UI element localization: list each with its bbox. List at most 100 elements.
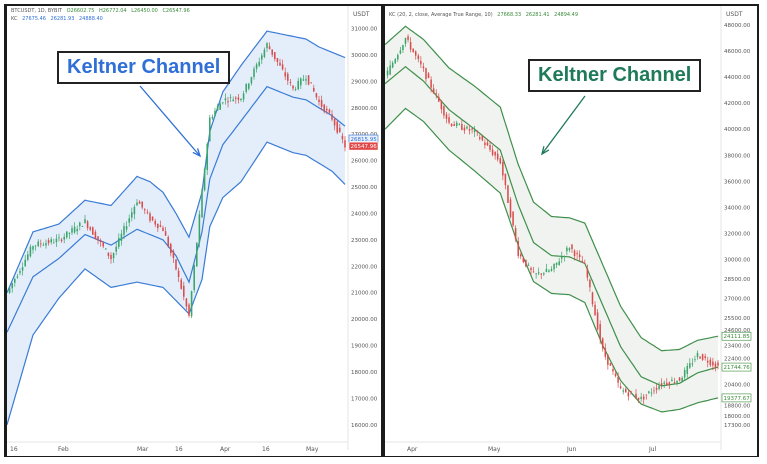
candle-body xyxy=(696,352,699,358)
y-tick-label: 27000.00 xyxy=(724,297,751,303)
y-tick-label: 16000.00 xyxy=(351,423,378,429)
candle-body xyxy=(576,253,578,255)
candle-body xyxy=(425,68,427,79)
candle-body xyxy=(245,83,247,92)
candle-body xyxy=(190,291,193,317)
candle-body xyxy=(578,254,581,258)
price-tag-label: 26547.96 xyxy=(351,144,378,150)
x-tick-label: Mar xyxy=(137,446,149,453)
left-legend-kc-middle: 26281.93 xyxy=(50,16,75,22)
candle-body xyxy=(27,254,29,260)
candle-body xyxy=(227,101,229,103)
candle-body xyxy=(499,158,502,164)
candle-body xyxy=(694,359,696,361)
candle-body xyxy=(164,231,167,236)
candle-body xyxy=(188,304,190,316)
candle-body xyxy=(407,36,409,40)
candle-body xyxy=(133,206,136,215)
callout-arrow-right-head xyxy=(541,146,550,156)
middle-band-line xyxy=(7,85,346,333)
candle-body xyxy=(276,58,279,62)
candle-body xyxy=(717,362,719,366)
left-legend-symbol: BTCUSDT, 1D, BYBIT xyxy=(11,8,62,14)
candle-body xyxy=(339,127,341,132)
candle-body xyxy=(211,116,214,119)
candle-body xyxy=(468,129,471,131)
right-legend-kc-upper: 27668.33 xyxy=(497,12,522,18)
candle-body xyxy=(683,370,686,378)
candle-body xyxy=(333,118,336,126)
candle-body xyxy=(73,226,76,233)
candle-body xyxy=(663,382,665,384)
candle-body xyxy=(222,102,224,104)
y-tick-label: 19000.00 xyxy=(351,344,378,350)
price-tag xyxy=(348,141,379,151)
candle-body xyxy=(102,242,104,247)
candle-body xyxy=(571,244,573,250)
callout-arrow-left-head xyxy=(192,148,202,158)
candle-body xyxy=(318,99,320,103)
candle-body xyxy=(466,126,468,129)
candle-body xyxy=(118,237,120,247)
candle-body xyxy=(389,65,391,75)
candle-body xyxy=(287,73,289,81)
candle-body xyxy=(19,271,21,273)
candle-body xyxy=(709,359,712,366)
candle-body xyxy=(386,70,389,76)
candle-body xyxy=(430,79,432,88)
candle-body xyxy=(686,365,689,374)
candle-body xyxy=(47,240,50,244)
candle-body xyxy=(632,394,635,397)
candle-body xyxy=(94,231,97,239)
y-tick-label: 18800.00 xyxy=(724,403,751,409)
keltner-channel-callout-right: Keltner Channel xyxy=(528,59,702,92)
candle-body xyxy=(297,80,299,90)
candle-body xyxy=(627,392,630,397)
candle-body xyxy=(180,279,182,289)
candle-body xyxy=(37,241,39,246)
candle-body xyxy=(622,390,624,392)
candle-body xyxy=(32,246,34,250)
candle-body xyxy=(607,354,609,365)
candle-body xyxy=(159,225,162,227)
candle-body xyxy=(476,130,478,133)
x-tick-label: Jun xyxy=(566,446,577,453)
candle-body xyxy=(543,273,545,275)
candle-body xyxy=(29,246,32,257)
candle-body xyxy=(530,267,532,271)
candle-body xyxy=(240,98,242,101)
candle-body xyxy=(461,123,463,130)
y-tick-label: 28000.00 xyxy=(351,106,378,112)
candle-body xyxy=(481,135,484,141)
candle-body xyxy=(284,72,286,77)
candle-body xyxy=(206,143,208,170)
candle-body xyxy=(402,45,404,51)
right-chart-panel: 48000.00 46000.00 44000.00 42000.00 40000.00… xyxy=(385,6,757,456)
candle-body xyxy=(614,373,617,377)
y-tick-label: 42000.00 xyxy=(724,101,751,107)
candle-body xyxy=(331,114,333,120)
candle-body xyxy=(504,173,507,186)
candle-body xyxy=(640,396,642,399)
candle-body xyxy=(666,382,668,385)
candle-body xyxy=(86,221,89,228)
candle-body xyxy=(71,228,73,233)
candle-body xyxy=(637,397,640,400)
keltner-channel-callout-left: Keltner Channel xyxy=(57,51,231,84)
y-tick-label: 22400.00 xyxy=(724,357,751,363)
candle-body xyxy=(81,226,84,227)
candle-body xyxy=(655,387,658,390)
y-tick-label: 21000.00 xyxy=(351,291,378,297)
candle-body xyxy=(601,338,604,349)
candle-body xyxy=(566,247,568,252)
candle-body xyxy=(599,324,601,340)
candle-body xyxy=(450,123,453,127)
channel-fill xyxy=(7,31,345,425)
candle-body xyxy=(172,251,175,259)
candle-body xyxy=(138,201,141,204)
candle-body xyxy=(658,385,660,390)
candle-body xyxy=(491,149,494,155)
candle-body xyxy=(235,97,237,99)
candle-body xyxy=(484,142,486,146)
price-tag-label: 21744.76 xyxy=(724,365,751,371)
